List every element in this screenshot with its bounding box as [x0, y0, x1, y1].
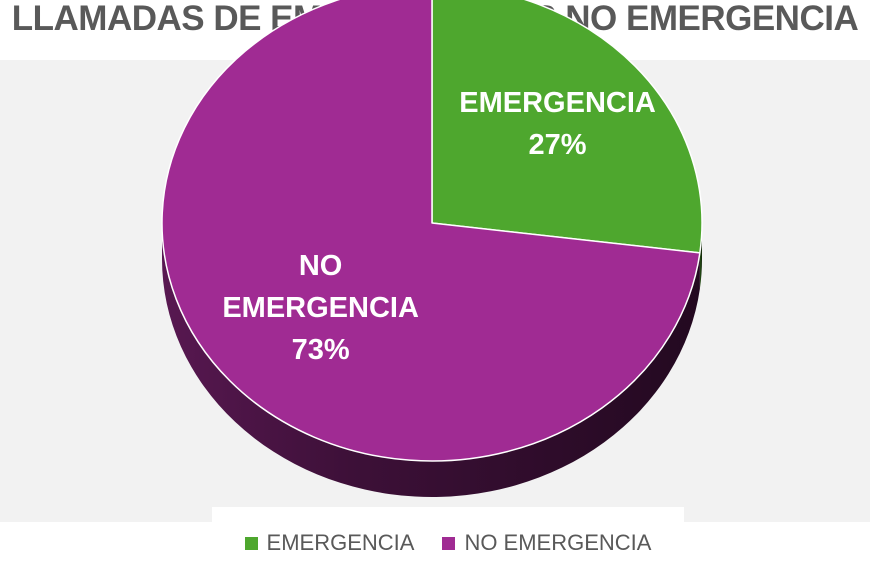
- legend: EMERGENCIA NO EMERGENCIA: [212, 507, 684, 579]
- pie-slice-no-emergencia[interactable]: [161, 0, 701, 462]
- legend-entry-emergencia[interactable]: EMERGENCIA: [244, 530, 415, 556]
- data-label-category-no-emergencia: NO: [299, 250, 343, 282]
- pie-slice-emergencia[interactable]: [431, 0, 703, 254]
- legend-label-no-emergencia: NO EMERGENCIA: [464, 530, 652, 555]
- data-label-value-no-emergencia: 73%: [292, 334, 350, 366]
- data-label-category-emergencia: EMERGENCIA: [459, 87, 656, 119]
- data-label-category-no-emergencia: EMERGENCIA: [222, 292, 419, 324]
- data-label-value-emergencia: 27%: [529, 129, 587, 161]
- legend-swatch-no-emergencia: [442, 536, 456, 550]
- legend-label-emergencia: EMERGENCIA: [266, 530, 415, 555]
- legend-swatch-emergencia: [244, 536, 258, 550]
- legend-entry-no-emergencia[interactable]: NO EMERGENCIA: [442, 530, 651, 556]
